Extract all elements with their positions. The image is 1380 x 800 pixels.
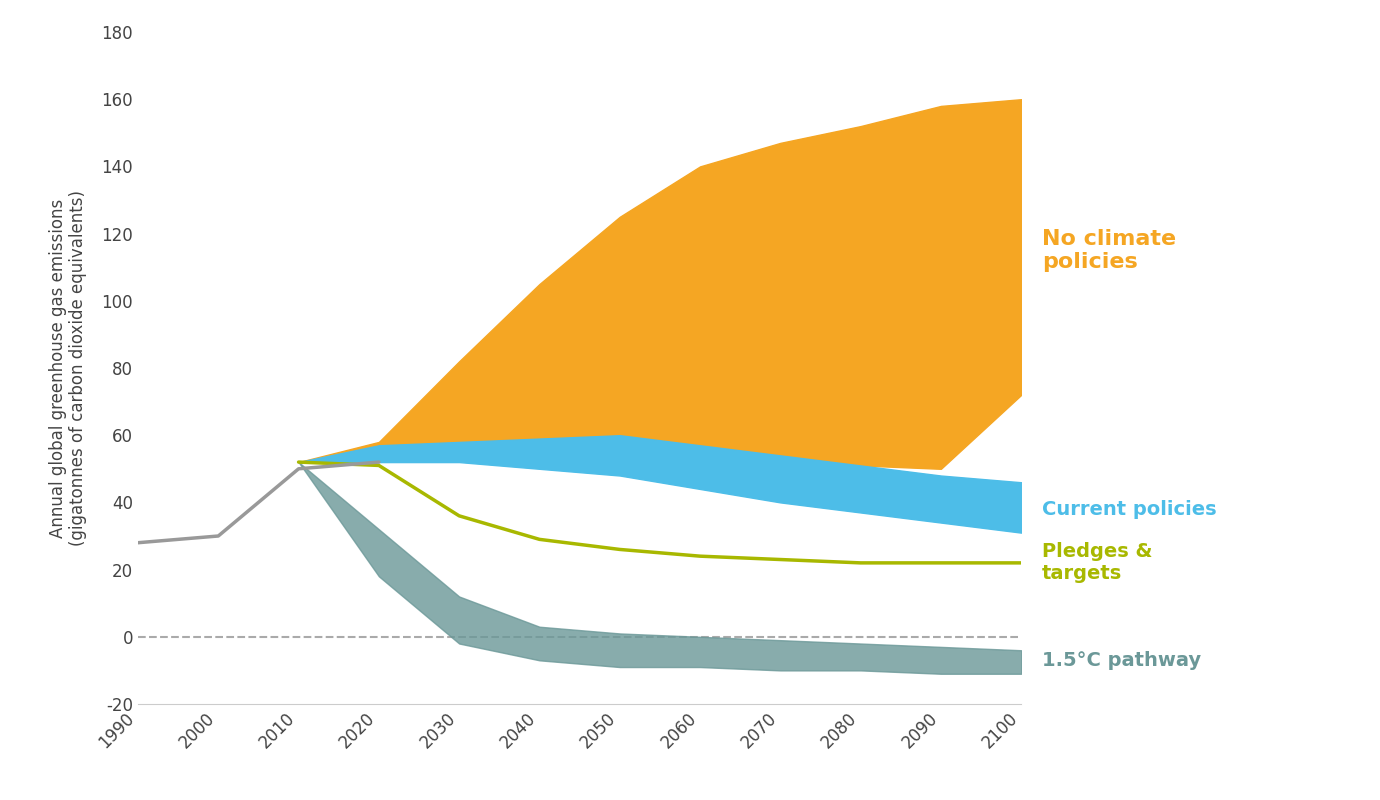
Y-axis label: Annual global greenhouse gas emissions
(gigatonnes of carbon dioxide equivalents: Annual global greenhouse gas emissions (… bbox=[48, 190, 87, 546]
Text: No climate
policies: No climate policies bbox=[1042, 229, 1176, 272]
Text: Current policies: Current policies bbox=[1042, 500, 1217, 518]
Text: 1.5°C pathway: 1.5°C pathway bbox=[1042, 651, 1201, 670]
Text: Pledges &
targets: Pledges & targets bbox=[1042, 542, 1152, 583]
